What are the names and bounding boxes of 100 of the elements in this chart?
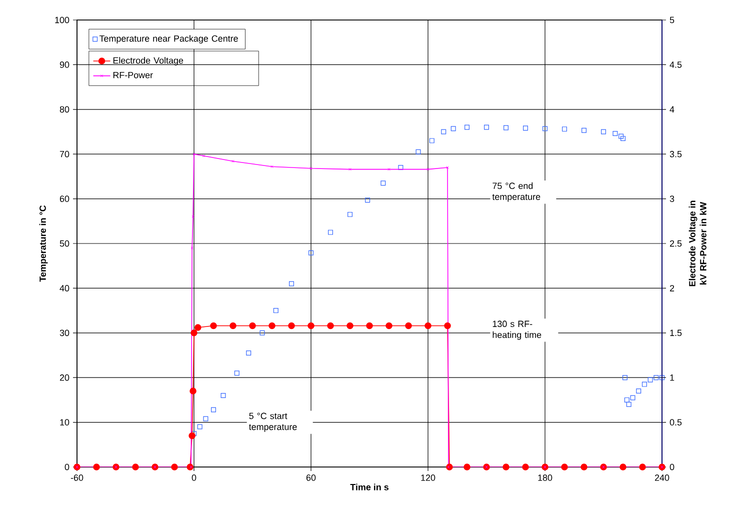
- point: [618, 134, 624, 139]
- point: [346, 322, 354, 330]
- point: [388, 168, 390, 171]
- y-tick-label: 60: [60, 196, 70, 202]
- point: [522, 464, 529, 470]
- x-tick-label: 60: [306, 474, 316, 481]
- point: [273, 308, 278, 314]
- point: [642, 382, 647, 387]
- y-tick-label: 100: [55, 16, 70, 24]
- point: [424, 322, 432, 330]
- point: [288, 322, 295, 330]
- annotation: 130 s RF-heating time: [492, 320, 542, 340]
- y-tick-label: 20: [60, 374, 70, 381]
- point: [502, 464, 510, 470]
- point: [582, 128, 586, 133]
- point: [386, 322, 392, 330]
- y-tick-label: 70: [60, 150, 70, 158]
- point: [601, 129, 606, 134]
- point: [289, 281, 294, 286]
- point: [504, 125, 508, 130]
- point: [366, 322, 373, 330]
- point: [446, 464, 453, 470]
- point: [580, 464, 588, 470]
- point: [190, 246, 194, 250]
- point: [194, 324, 202, 331]
- point: [562, 126, 567, 132]
- point: [660, 375, 664, 380]
- y2-axis-title: Electrode Voltage in kV RF-Power in kW: [688, 200, 706, 286]
- point: [484, 124, 489, 130]
- point: [211, 407, 216, 412]
- point: [622, 375, 628, 380]
- y-tick-label: 10: [60, 419, 70, 426]
- point: [416, 149, 421, 154]
- point: [190, 388, 196, 394]
- point: [190, 330, 198, 336]
- y2-tick-label: 2.5: [670, 240, 682, 247]
- x-tick-label: 0: [192, 474, 196, 481]
- x-tick-label: 120: [421, 474, 436, 481]
- x-tick-label: 240: [654, 474, 670, 481]
- point: [426, 168, 430, 171]
- point: [328, 230, 333, 235]
- point: [405, 322, 412, 330]
- point: [197, 424, 202, 430]
- point: [624, 397, 630, 402]
- point: [310, 167, 312, 170]
- y-tick-label: 80: [60, 106, 70, 113]
- x-tick-label: -60: [70, 474, 84, 481]
- point: [327, 322, 334, 330]
- point: [441, 129, 446, 134]
- legend-label: Electrode Voltage: [113, 57, 184, 66]
- point: [464, 464, 470, 470]
- point: [202, 154, 206, 158]
- y2-tick-label: 1.5: [670, 330, 682, 336]
- point: [620, 136, 626, 141]
- point: [210, 322, 217, 330]
- point: [626, 402, 632, 407]
- point: [348, 212, 352, 217]
- y2-tick-label: 5: [670, 16, 674, 24]
- point: [630, 395, 636, 400]
- point: [132, 464, 139, 470]
- point: [308, 322, 314, 330]
- point: [234, 370, 240, 376]
- y2-tick-label: 2: [670, 285, 674, 292]
- point: [268, 322, 276, 330]
- y-axis-title: Temperature in °C: [39, 205, 48, 282]
- point: [542, 126, 548, 132]
- point: [270, 165, 274, 168]
- point: [636, 388, 642, 394]
- point: [93, 464, 100, 470]
- y-tick-label: 50: [60, 240, 70, 247]
- point: [192, 152, 196, 156]
- point: [450, 126, 456, 132]
- point: [654, 375, 659, 380]
- point: [648, 377, 653, 382]
- y2-tick-label: 3.5: [670, 150, 682, 158]
- point: [232, 160, 234, 163]
- annotation: 75 °C end temperature: [492, 182, 540, 202]
- y2-tick-label: 1: [670, 374, 674, 381]
- y-tick-label: 30: [60, 330, 70, 336]
- point: [203, 416, 208, 422]
- point: [260, 330, 265, 336]
- legend-label: RF-Power: [113, 72, 153, 78]
- point: [308, 250, 314, 256]
- point: [464, 124, 470, 130]
- x-tick-label: 180: [538, 474, 552, 481]
- point: [188, 432, 196, 440]
- point: [523, 126, 528, 131]
- point: [429, 138, 434, 144]
- point: [220, 392, 226, 398]
- point: [620, 464, 626, 470]
- point: [249, 322, 256, 330]
- point: [612, 131, 618, 136]
- x-axis-title: Time in s: [350, 484, 388, 490]
- annotation: 5 °C start temperature: [248, 412, 297, 432]
- point: [380, 180, 386, 186]
- point: [639, 464, 646, 470]
- y-tick-label: 0: [64, 464, 70, 470]
- point: [561, 464, 568, 470]
- point: [171, 464, 178, 470]
- y2-tick-label: 4.5: [670, 62, 682, 68]
